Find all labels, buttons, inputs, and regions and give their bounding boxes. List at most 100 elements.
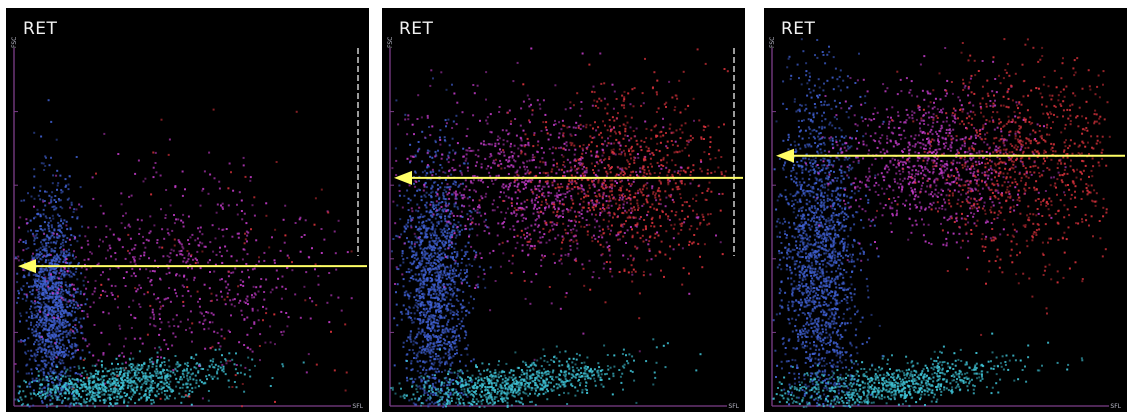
scatter-point xyxy=(408,316,411,318)
scatter-point xyxy=(60,243,62,246)
scatter-point xyxy=(216,298,219,301)
scatter-point xyxy=(449,393,452,396)
scatter-point xyxy=(219,345,222,348)
scatter-point xyxy=(437,316,440,318)
scatter-point xyxy=(47,388,49,391)
scatter-point xyxy=(196,259,198,262)
scatter-point xyxy=(130,274,133,277)
scatter-point xyxy=(46,332,49,335)
scatter-point xyxy=(444,171,447,174)
scatter-point xyxy=(22,285,25,288)
scatter-point xyxy=(45,317,48,320)
scatter-point xyxy=(546,360,549,363)
scatter-point xyxy=(426,326,429,329)
scatter-point xyxy=(257,290,260,293)
scatter-point xyxy=(61,190,64,193)
scatter-point xyxy=(93,394,96,397)
scatter-point xyxy=(473,400,475,403)
scatter-point xyxy=(448,274,451,277)
scatter-point xyxy=(444,343,447,345)
scatter-point xyxy=(57,329,60,332)
scatter-point xyxy=(455,338,458,341)
scatter-point xyxy=(438,281,441,284)
scatter-point xyxy=(114,285,117,288)
scatter-point xyxy=(180,395,183,398)
scatter-point xyxy=(134,244,137,247)
scatter-point xyxy=(435,388,437,391)
scatter-point xyxy=(443,288,446,291)
scatter-point xyxy=(44,238,47,241)
scatter-point xyxy=(429,310,431,313)
scatter-point xyxy=(52,313,55,316)
scatter-point xyxy=(427,218,430,221)
scatter-point xyxy=(79,326,82,329)
scatter-point xyxy=(156,359,159,361)
scatter-point xyxy=(253,296,256,299)
scatter-point xyxy=(448,342,451,345)
scatter-point xyxy=(57,305,60,308)
scatter-point xyxy=(45,292,48,295)
scatter-point xyxy=(484,218,487,221)
scatter-point xyxy=(123,391,126,394)
scatter-point xyxy=(460,392,463,394)
scatter-point xyxy=(133,316,136,319)
scatter-point xyxy=(67,248,70,251)
scatter-point xyxy=(451,310,454,313)
scatter-point xyxy=(76,287,79,290)
scatter-point xyxy=(425,262,428,265)
scatter-point xyxy=(179,242,182,245)
scatter-point xyxy=(481,362,484,365)
scatter-point xyxy=(156,390,159,393)
scatter-point xyxy=(420,295,423,298)
scatter-point xyxy=(440,384,443,387)
scatter-point xyxy=(425,227,428,230)
scatter-point xyxy=(138,350,141,353)
scatter-point xyxy=(17,400,20,403)
scatter-point xyxy=(132,256,134,259)
scatter-point xyxy=(437,354,440,357)
scatter-point xyxy=(170,248,173,251)
scatter-point xyxy=(490,376,493,379)
scatter-point xyxy=(418,350,421,353)
scatter-point xyxy=(423,349,426,352)
scatter-point xyxy=(307,353,310,356)
scatter-point xyxy=(52,286,55,289)
scatter-point xyxy=(203,283,206,286)
scatter-point xyxy=(240,309,243,312)
scatter-point xyxy=(461,258,464,260)
scatter-point xyxy=(542,385,545,388)
scatter-point xyxy=(153,401,155,404)
scatter-point xyxy=(197,385,200,388)
scatter-point xyxy=(405,290,408,293)
scatter-point xyxy=(37,343,40,346)
scatter-point xyxy=(155,395,157,398)
scatter-point xyxy=(120,368,123,371)
scatter-point xyxy=(233,305,236,308)
scatter-point xyxy=(183,274,186,277)
scatter-point xyxy=(458,323,461,325)
scatter-point xyxy=(60,374,63,377)
scatter-point xyxy=(34,379,37,382)
scatter-point xyxy=(61,250,64,253)
scatter-point xyxy=(474,382,477,384)
scatter-point xyxy=(78,234,81,237)
scatter-point xyxy=(144,377,147,380)
scatter-point xyxy=(613,354,616,357)
scatter-point xyxy=(51,296,54,298)
scatter-point xyxy=(473,401,476,404)
scatter-point xyxy=(429,366,432,369)
scatter-point xyxy=(463,348,466,350)
scatter-point xyxy=(93,381,96,384)
scatter-point xyxy=(72,387,74,390)
scatter-point xyxy=(468,196,471,199)
scatter-point xyxy=(436,285,439,288)
scatter-point xyxy=(238,191,241,194)
scatter-point xyxy=(445,379,448,382)
scatter-point xyxy=(74,343,77,346)
scatter-point xyxy=(108,378,111,380)
scatter-point xyxy=(76,392,79,395)
scatter-point xyxy=(418,291,421,294)
scatter-point xyxy=(431,185,434,188)
scatter-point xyxy=(190,403,193,406)
scatter-point xyxy=(138,233,141,235)
